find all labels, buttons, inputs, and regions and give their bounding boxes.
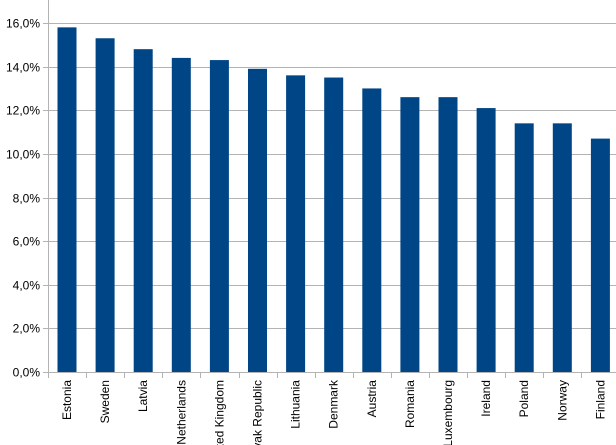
y-tick-label: 8,0% <box>13 192 41 206</box>
bar-slovak-republic <box>248 68 267 373</box>
bar-estonia <box>57 27 77 373</box>
bar-sweden <box>95 38 115 373</box>
x-tick-label: Romania <box>403 380 417 428</box>
y-tick-label: 10,0% <box>6 148 40 162</box>
x-tick-labels: Estonia Sweden Latvia Netherlands United Kin… <box>60 379 607 445</box>
y-tick-label: 2,0% <box>13 322 41 336</box>
bar-united-kingdom <box>209 60 229 373</box>
x-tick-label: Latvia <box>136 380 150 412</box>
bar-luxembourg <box>438 97 458 372</box>
y-tick-labels: 0,0% 2,0% 4,0% 6,0% 8,0% 10,0% 12,0% 14,0% 16,0% <box>6 17 40 380</box>
x-tick-label: Finland <box>593 380 607 419</box>
bar-austria <box>362 88 382 372</box>
x-tick-label: Ireland <box>479 380 493 417</box>
axes <box>43 0 616 378</box>
x-tick-label: Denmark <box>327 379 341 429</box>
bar-netherlands <box>171 57 191 373</box>
x-tick-label: Austria <box>365 380 379 418</box>
bar-denmark <box>324 77 344 372</box>
x-tick-label: Luxembourg <box>441 380 455 445</box>
x-tick-label: Norway <box>555 380 569 421</box>
y-tick-label: 16,0% <box>6 17 40 31</box>
x-tick-label: Poland <box>517 380 531 417</box>
bar-romania <box>400 97 420 372</box>
bar-norway <box>552 123 572 373</box>
bars <box>57 27 610 373</box>
bar-ireland <box>476 108 496 372</box>
x-tick-label: Lithuania <box>289 380 303 429</box>
x-tick-label: Sweden <box>98 380 112 423</box>
bar-lithuania <box>286 75 306 372</box>
y-tick-label: 12,0% <box>6 104 40 118</box>
bar-finland <box>590 138 610 372</box>
y-tick-label: 0,0% <box>13 366 41 380</box>
x-tick-label: Estonia <box>60 380 74 420</box>
y-tick-label: 6,0% <box>13 235 41 249</box>
x-tick-label: Netherlands <box>174 380 188 445</box>
x-tick-label: Slovak Republic <box>251 380 265 445</box>
bar-poland <box>514 123 534 373</box>
x-tick-label: United Kingdom <box>212 380 226 445</box>
bar-latvia <box>133 49 153 373</box>
y-tick-label: 4,0% <box>13 279 41 293</box>
y-tick-label: 14,0% <box>6 61 40 75</box>
